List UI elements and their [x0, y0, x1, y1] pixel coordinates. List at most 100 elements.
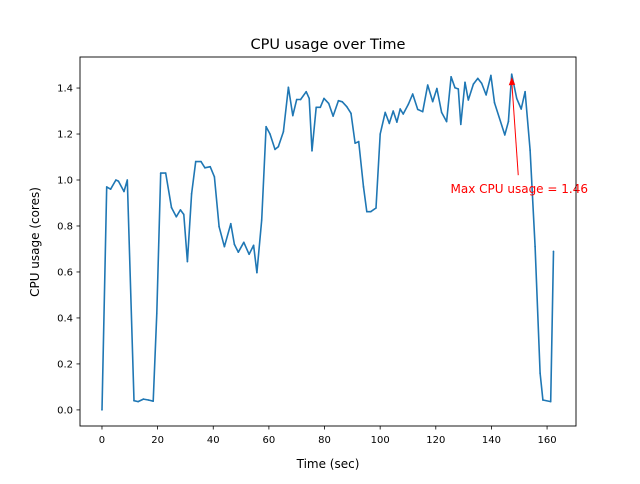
- data-point: [323, 97, 325, 100]
- x-tick-label: 80: [318, 435, 331, 446]
- data-point: [396, 121, 398, 123]
- data-point: [431, 100, 434, 103]
- data-point: [295, 98, 298, 101]
- data-point: [436, 87, 438, 90]
- data-point: [440, 111, 443, 114]
- data-point: [445, 120, 448, 123]
- data-point: [542, 399, 544, 401]
- x-tick-label: 40: [207, 435, 220, 446]
- data-point: [269, 133, 271, 135]
- data-point: [467, 99, 470, 101]
- data-point: [274, 148, 276, 151]
- data-point: [265, 125, 267, 128]
- data-point: [213, 175, 216, 178]
- data-point: [282, 130, 285, 133]
- data-point: [539, 372, 541, 374]
- x-tick-label: 120: [426, 435, 445, 446]
- data-point: [164, 172, 167, 174]
- data-point: [402, 113, 405, 115]
- annotation-arrow: [511, 81, 519, 176]
- data-point: [529, 149, 531, 151]
- data-point: [510, 73, 513, 76]
- plot-frame: [79, 56, 577, 427]
- data-point: [392, 110, 395, 112]
- data-point: [308, 97, 311, 100]
- data-point: [233, 243, 236, 246]
- data-point: [421, 110, 424, 113]
- data-point: [179, 209, 182, 211]
- data-point: [337, 99, 340, 102]
- data-point: [152, 400, 154, 402]
- data-point: [182, 213, 185, 216]
- data-point: [147, 399, 150, 401]
- data-point: [133, 399, 135, 402]
- data-point: [520, 108, 522, 110]
- data-point: [170, 206, 173, 209]
- data-point: [194, 160, 197, 163]
- data-point: [490, 74, 492, 77]
- data-point: [549, 400, 552, 403]
- x-tick-label: 100: [371, 435, 390, 446]
- x-tick-label: 20: [151, 435, 164, 446]
- data-point: [345, 105, 348, 108]
- data-point: [457, 88, 460, 90]
- data-point: [480, 82, 483, 85]
- data-point: [460, 123, 462, 126]
- data-point: [399, 108, 401, 110]
- data-point: [319, 106, 322, 109]
- data-point: [186, 260, 189, 263]
- data-point: [384, 111, 386, 114]
- data-point: [315, 106, 317, 109]
- data-point: [260, 219, 263, 221]
- data-point: [454, 87, 456, 89]
- data-point: [524, 90, 526, 93]
- data-point: [159, 172, 162, 174]
- data-point: [117, 180, 120, 182]
- data-point: [123, 190, 125, 193]
- y-tick-label: 0.8: [57, 222, 73, 233]
- chart-title: CPU usage over Time: [251, 37, 406, 53]
- x-tick-label: 160: [538, 435, 557, 446]
- data-point: [388, 122, 391, 125]
- y-tick-label: 0.2: [57, 360, 73, 371]
- data-point: [493, 101, 496, 104]
- data-point: [407, 103, 410, 106]
- data-point: [507, 120, 510, 123]
- y-tick-label: 1.0: [57, 176, 73, 187]
- data-point: [137, 400, 139, 403]
- data-point: [105, 186, 108, 188]
- data-point: [485, 94, 487, 96]
- data-point: [332, 115, 334, 117]
- y-tick-label: 1.4: [57, 84, 73, 95]
- data-point: [287, 86, 290, 89]
- data-point: [223, 245, 226, 248]
- x-tick-label: 140: [482, 435, 501, 446]
- data-point: [101, 409, 103, 411]
- data-point: [464, 81, 466, 84]
- data-point: [237, 251, 240, 253]
- data-point: [327, 102, 330, 105]
- data-point: [142, 398, 145, 400]
- data-point: [411, 93, 414, 95]
- data-point: [243, 241, 245, 244]
- data-point: [190, 192, 193, 195]
- y-tick-label: 0.4: [57, 314, 73, 325]
- x-axis-label: Time (sec): [296, 457, 360, 471]
- data-point: [109, 188, 112, 190]
- data-point: [200, 160, 202, 163]
- y-axis-label: CPU usage (cores): [28, 187, 42, 297]
- data-point: [534, 245, 536, 248]
- data-point: [350, 112, 352, 115]
- annotation-label: Max CPU usage = 1.46: [451, 182, 588, 196]
- x-tick-label: 60: [263, 435, 276, 446]
- annotation-arrowhead: [508, 77, 516, 86]
- data-point: [115, 179, 117, 181]
- data-point: [256, 271, 258, 274]
- data-point: [416, 108, 419, 111]
- data-point: [362, 186, 365, 188]
- data-point: [218, 225, 220, 228]
- data-point: [369, 210, 372, 213]
- plot-area: [80, 57, 576, 426]
- data-point: [126, 179, 129, 181]
